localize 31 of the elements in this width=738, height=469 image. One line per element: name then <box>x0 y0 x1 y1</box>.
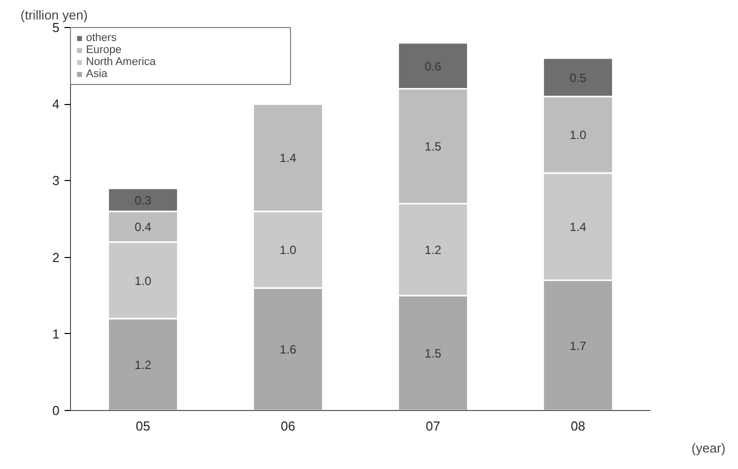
data-label: 0.5 <box>570 70 587 85</box>
x-tick-label: 05 <box>136 418 150 434</box>
y-axis-title: (trillion yen) <box>20 8 88 22</box>
data-label: 0.3 <box>134 193 152 208</box>
y-tick-label: 3 <box>52 173 60 188</box>
data-label: 1.5 <box>424 140 442 154</box>
data-label: 0.6 <box>424 59 442 74</box>
data-label: 1.2 <box>424 243 442 258</box>
data-label: 1.7 <box>570 338 587 353</box>
legend-label: Europe <box>86 44 122 56</box>
data-label: 1.5 <box>424 346 442 361</box>
data-label: 0.4 <box>134 220 152 234</box>
data-label: 1.0 <box>570 128 587 142</box>
legend-label: North America <box>86 56 157 68</box>
x-axis-title: (year) <box>692 440 726 456</box>
y-tick-label: 1 <box>52 326 60 342</box>
data-label: 1.0 <box>134 274 152 288</box>
data-label: 1.2 <box>134 358 152 372</box>
y-tick-label: 2 <box>52 250 60 265</box>
x-tick-label: 08 <box>570 418 586 434</box>
data-label: 1.4 <box>570 220 587 234</box>
data-label: 1.6 <box>280 342 297 357</box>
legend-label: Asia <box>86 68 108 80</box>
x-tick-label: 07 <box>426 418 440 434</box>
data-label: 1.4 <box>280 151 297 166</box>
y-tick-label: 0 <box>52 403 60 418</box>
data-label: 1.0 <box>280 243 297 258</box>
x-tick-label: 06 <box>280 418 296 434</box>
y-tick-label: 4 <box>52 96 60 112</box>
legend-label: others <box>86 32 118 44</box>
y-tick-label: 5 <box>52 20 60 35</box>
